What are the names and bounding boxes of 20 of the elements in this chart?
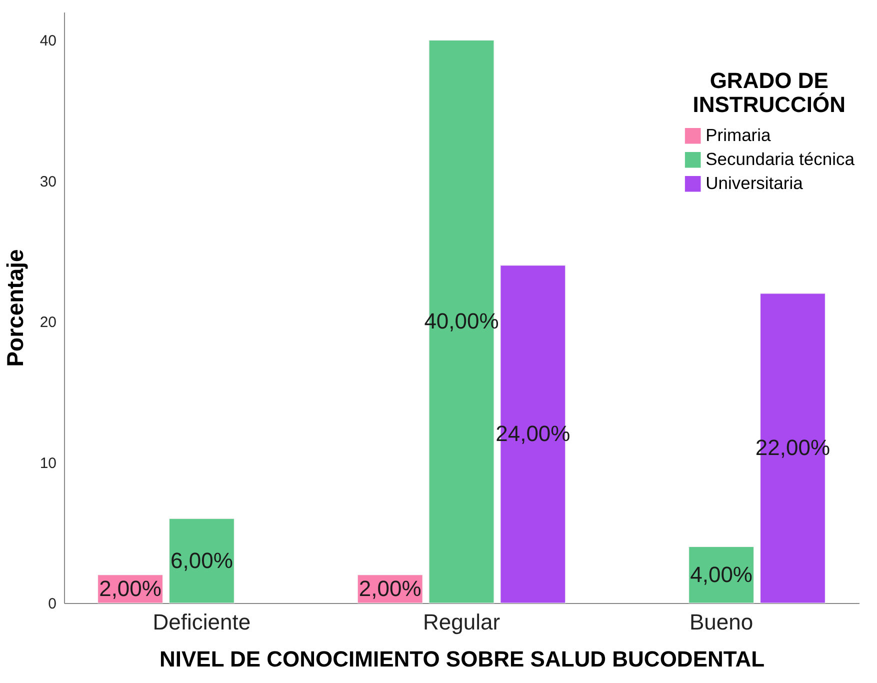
legend-label: Secundaria técnica	[706, 148, 855, 169]
y-tick-label: 20	[40, 314, 56, 332]
data-label: 6,00%	[170, 548, 233, 573]
y-tick-label: 30	[40, 173, 56, 190]
legend-label: Universitaria	[706, 172, 804, 193]
x-tick-label: Deficiente	[152, 610, 251, 634]
data-label: 2,00%	[99, 576, 162, 601]
legend-title: GRADO DE INSTRUCCIÓN	[692, 68, 846, 118]
x-tick-label: Regular	[422, 610, 500, 634]
x-tick-label: Bueno	[689, 610, 754, 634]
data-label: 2,00%	[358, 576, 422, 601]
y-tick-label: 10	[40, 454, 56, 472]
legend-label: Primaria	[706, 124, 772, 145]
y-axis-title: Porcentaje	[2, 249, 28, 367]
x-axis-title: NIVEL DE CONOCIMIENTO SOBRE SALUD BUCODENTAL	[159, 646, 765, 672]
y-tick-label: 0	[48, 596, 56, 612]
bar	[168, 518, 234, 604]
y-tick-label: 40	[40, 32, 56, 50]
bar	[688, 546, 754, 604]
data-label: 4,00%	[690, 562, 752, 587]
